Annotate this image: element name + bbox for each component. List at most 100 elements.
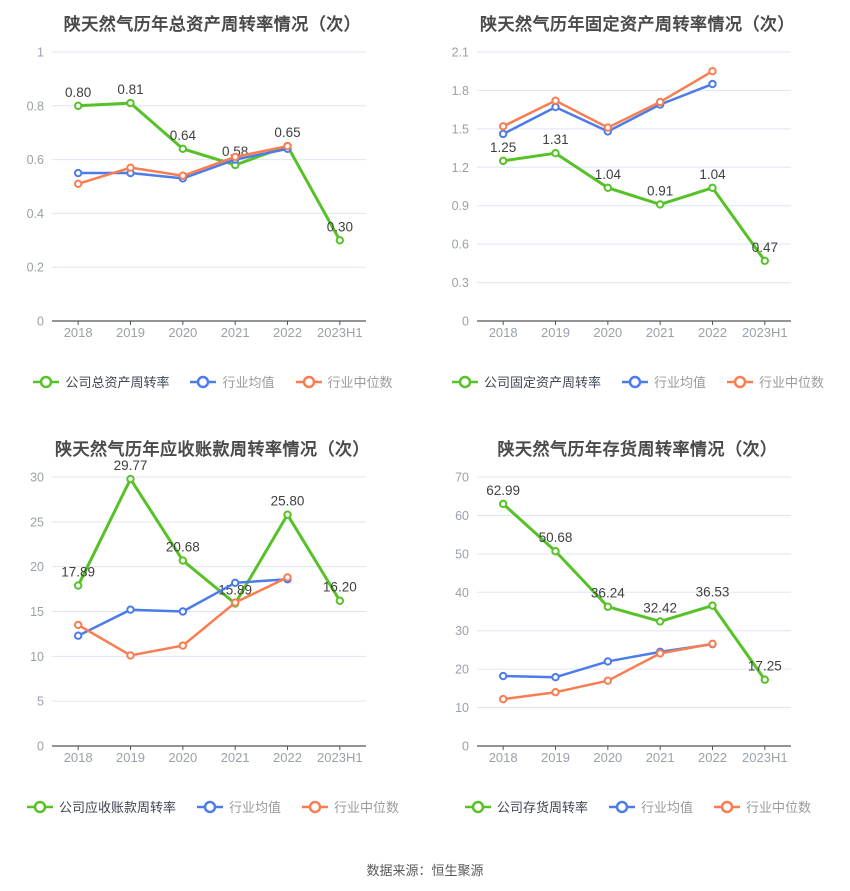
data-point-marker xyxy=(760,256,770,265)
y-axis-tick-label: 0.2 xyxy=(27,261,44,275)
legend-marker-icon xyxy=(621,375,648,388)
chart-panel-total-asset-turnover: 陕天然气历年总资产周转率情况（次） 1 0.8 0.6 0.4 0.2 0 2018 2019… xyxy=(0,0,425,425)
legend-ring xyxy=(308,800,322,813)
y-axis-tick-label: 20 xyxy=(30,560,44,574)
point-value-label: 0.65 xyxy=(274,125,300,140)
data-point-marker xyxy=(73,179,83,189)
series-line xyxy=(501,151,767,263)
legend-label: 公司固定资产周转率 xyxy=(483,375,601,390)
x-axis-tick-label: 2021 xyxy=(646,325,675,340)
data-point-marker xyxy=(603,676,613,685)
data-point-marker xyxy=(551,688,560,697)
x-axis-tick-label: 2018 xyxy=(64,325,93,340)
series-line xyxy=(76,101,342,242)
chart-canvas: 1 0.8 0.6 0.4 0.2 0 2018 2019 2020 2021 2022 2023H1… xyxy=(27,46,366,340)
data-point-marker xyxy=(498,156,508,166)
legend-ring xyxy=(302,375,315,388)
legend-marker-icon xyxy=(727,375,753,388)
data-point-marker xyxy=(73,101,83,111)
x-axis-tick-label: 2022 xyxy=(698,325,727,340)
x-axis-tick-label: 2021 xyxy=(221,325,250,340)
data-point-marker xyxy=(603,123,613,132)
point-value-label: 36.53 xyxy=(696,585,730,600)
data-point-marker xyxy=(603,183,613,192)
y-axis-tick-label: 30 xyxy=(30,471,44,485)
legend-item: 公司固定资产周转率 xyxy=(451,372,601,391)
x-axis-tick-label: 2019 xyxy=(541,750,570,765)
data-point-marker xyxy=(126,163,135,172)
y-axis-tick-label: 0.4 xyxy=(27,207,44,221)
legend-label: 行业中位数 xyxy=(746,800,812,815)
legend-item: 行业中位数 xyxy=(295,372,393,391)
point-value-label: 1.31 xyxy=(542,132,568,147)
y-axis-tick-label: 0.6 xyxy=(27,153,44,167)
point-value-label: 0.30 xyxy=(327,219,353,234)
y-axis-tick-label: 2.1 xyxy=(452,46,469,60)
data-point-marker xyxy=(178,144,188,154)
data-point-marker xyxy=(126,651,135,660)
chart-canvas: 2.1 1.8 1.5 1.2 0.9 0.6 0.3 0 2018 2019 2020 2021 20… xyxy=(452,46,791,340)
legend-marker-icon xyxy=(464,800,491,813)
data-point-marker xyxy=(126,474,135,484)
data-point-marker xyxy=(283,573,292,582)
point-value-label: 32.42 xyxy=(643,600,677,615)
x-axis-tick-label: 2020 xyxy=(168,325,197,340)
data-point-marker xyxy=(498,499,508,509)
y-axis-tick-label: 0.6 xyxy=(452,238,469,252)
data-point-marker xyxy=(126,98,135,108)
y-axis-tick-label: 0.9 xyxy=(452,199,469,213)
data-point-marker xyxy=(708,183,717,192)
x-axis-tick-label: 2019 xyxy=(116,325,145,340)
y-axis-tick-label: 0 xyxy=(37,740,44,754)
point-value-label: 62.99 xyxy=(486,483,520,498)
legend-marker-icon xyxy=(302,800,328,813)
x-axis-tick-label: 2022 xyxy=(273,750,302,765)
chart-canvas: 70 60 50 40 30 20 10 0 2018 2019 2020 2021 2022 2023H… xyxy=(455,471,791,765)
legend-marker-icon xyxy=(190,375,217,388)
x-axis-tick-label: 2020 xyxy=(593,325,622,340)
legend-ring xyxy=(203,800,217,813)
data-point-marker xyxy=(178,641,188,650)
x-axis-tick-label: 2018 xyxy=(489,750,518,765)
legend-ring xyxy=(33,800,47,813)
y-axis-tick-label: 5 xyxy=(37,695,44,709)
x-axis-tick-label: 2019 xyxy=(116,750,145,765)
legend-item: 行业中位数 xyxy=(301,797,399,816)
data-point-marker xyxy=(335,236,345,245)
point-value-label: 17.89 xyxy=(61,565,95,580)
data-point-marker xyxy=(498,671,508,681)
legend-item: 公司应收账款周转率 xyxy=(26,797,176,816)
series-line xyxy=(501,502,767,682)
legend-label: 行业中位数 xyxy=(759,375,825,390)
data-point-marker xyxy=(551,673,560,682)
data-source-note: 数据来源：恒生聚源 xyxy=(366,863,484,878)
legend-item: 行业中位数 xyxy=(726,372,824,391)
point-value-label: 1.04 xyxy=(595,167,622,182)
y-axis-tick-label: 25 xyxy=(30,515,44,529)
point-value-label: 20.68 xyxy=(166,540,200,555)
y-axis-tick-label: 0 xyxy=(462,740,469,754)
x-axis-tick-label: 2019 xyxy=(541,325,570,340)
legend-label: 公司存货周转率 xyxy=(496,800,588,815)
data-point-marker xyxy=(178,556,188,565)
y-axis-tick-label: 0 xyxy=(462,315,469,329)
legend-label: 行业中位数 xyxy=(334,800,400,815)
legend-marker-icon xyxy=(451,375,478,388)
x-axis-tick-label: 2018 xyxy=(489,325,518,340)
legend-marker-icon xyxy=(295,375,322,388)
legend-item: 行业均值 xyxy=(608,797,693,816)
x-axis-tick-label: 2023H1 xyxy=(742,325,788,340)
legend-label: 公司总资产周转率 xyxy=(65,375,170,390)
data-point-marker xyxy=(708,639,717,648)
x-axis-tick-label: 2023H1 xyxy=(317,750,363,765)
legend-ring xyxy=(733,375,747,388)
data-point-marker xyxy=(708,67,717,76)
x-axis-tick-label: 2021 xyxy=(646,750,675,765)
y-axis-tick-label: 40 xyxy=(455,586,469,600)
x-axis-tick-label: 2023H1 xyxy=(317,325,363,340)
point-value-label: 1.04 xyxy=(699,167,726,182)
legend-label: 行业均值 xyxy=(222,375,275,390)
point-value-label: 25.80 xyxy=(271,494,305,509)
chart-title: 陕天然气历年应收账款周转率情况（次） xyxy=(55,440,370,459)
point-value-label: 29.77 xyxy=(114,460,148,473)
